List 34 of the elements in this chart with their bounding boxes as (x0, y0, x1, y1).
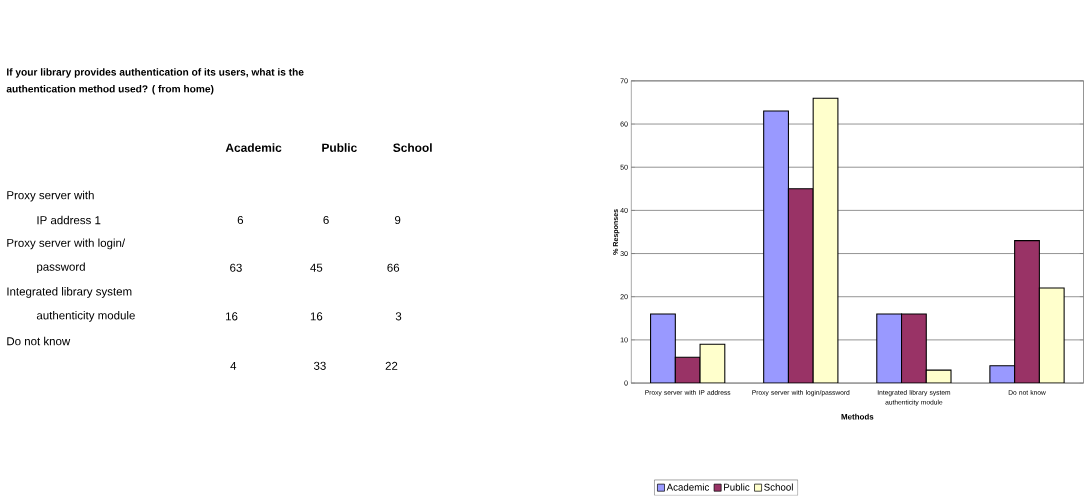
text: 3 (395, 312, 402, 321)
text: 66 (387, 263, 400, 273)
text: Proxy server with login/ (7, 238, 126, 250)
text: authenticity module (36, 311, 135, 322)
legend-label: Academic (666, 483, 710, 491)
bar (1038, 287, 1065, 384)
text: Academic (225, 143, 282, 153)
text: Proxy server with (7, 191, 94, 202)
text: 63 (230, 263, 242, 273)
bar (876, 313, 903, 384)
text: 9 (394, 216, 401, 225)
bar (763, 110, 789, 384)
legend-label: Public (724, 483, 750, 491)
text: Public (322, 143, 357, 153)
text: IP address 1 (37, 216, 101, 225)
bar (650, 313, 676, 384)
bar (787, 188, 814, 384)
text: 6 (323, 216, 329, 225)
text: 33 (313, 361, 326, 371)
text: Do not know (7, 337, 71, 346)
bar (901, 313, 927, 384)
text: 22 (385, 362, 398, 371)
text: password (37, 262, 85, 274)
text: School (393, 143, 432, 153)
bar (812, 97, 839, 384)
text: 16 (310, 312, 323, 321)
text: 16 (226, 312, 238, 321)
text: 6 (237, 216, 244, 225)
legend-label: School (764, 483, 793, 491)
text: Integrated library system (7, 287, 132, 299)
bar (1014, 240, 1040, 384)
text: If your library provides authentication of its users, what is the authentication method used? ( from home) (6, 68, 304, 95)
text: 4 (230, 362, 237, 370)
text: 45 (310, 263, 323, 272)
